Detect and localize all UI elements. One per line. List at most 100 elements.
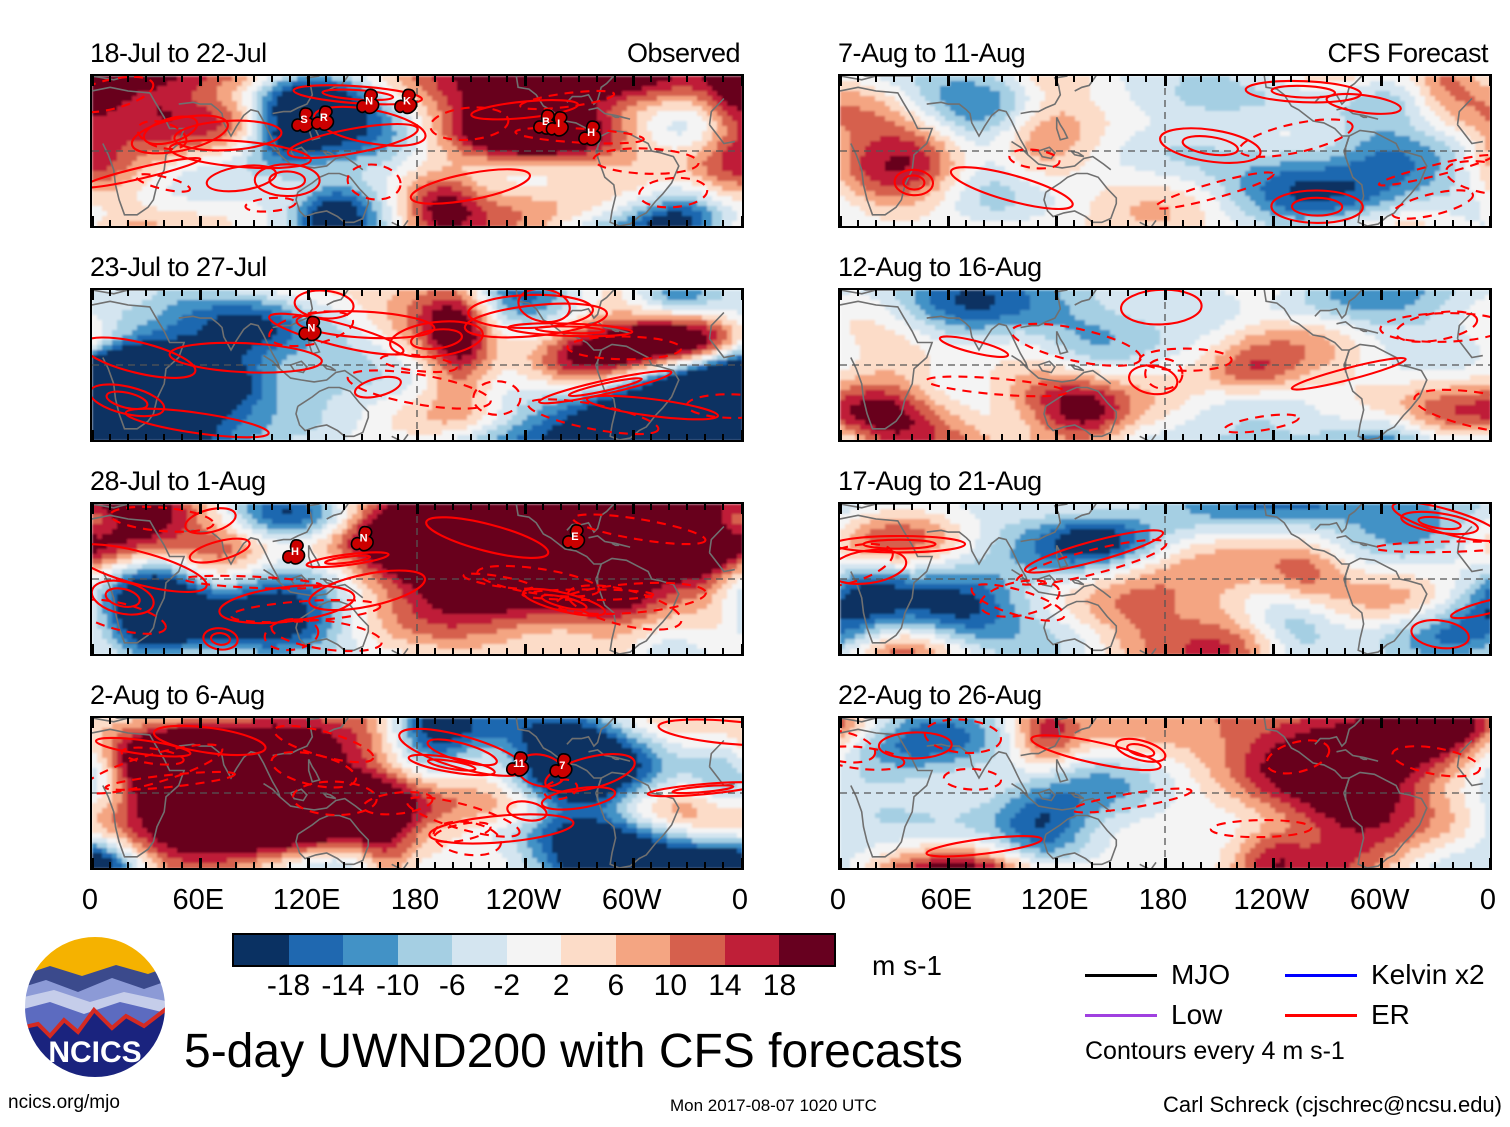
x-axis-tick	[1091, 220, 1094, 226]
x-axis-tick	[198, 718, 202, 728]
colorbar-labels: -18 -14 -10 -6 -2 2 6 10 14 18	[232, 967, 836, 1003]
x-axis-tick	[541, 290, 544, 296]
x-axis-tick	[451, 434, 454, 440]
x-axis-tick	[928, 434, 931, 440]
colorbar-segment	[670, 935, 725, 965]
er-contours	[925, 290, 1490, 436]
x-axis-tick	[271, 76, 274, 82]
x-axis-tick	[1235, 220, 1238, 226]
x-axis-tick	[234, 862, 237, 868]
y-axis-tick	[838, 735, 840, 738]
x-axis-tick	[451, 648, 454, 654]
colorbar-segment	[779, 935, 835, 965]
x-axis-tick	[451, 220, 454, 226]
map-field-canvas	[840, 718, 1490, 868]
er-contours	[92, 290, 742, 439]
x-axis-tick	[982, 76, 985, 82]
x-axis-tick	[1199, 220, 1202, 226]
x-axis-tick	[1362, 862, 1365, 868]
x-axis-tick	[840, 216, 842, 226]
x-axis-tick	[1109, 434, 1112, 440]
x-axis-tick	[1181, 504, 1184, 510]
x-axis-tick	[1127, 434, 1130, 440]
x-axis-tick	[1307, 862, 1310, 868]
x-axis-tick	[892, 290, 895, 296]
x-axis-tick	[686, 718, 689, 724]
footer-site-link[interactable]: ncics.org/mjo	[8, 1092, 120, 1114]
x-axis-tick	[946, 718, 950, 728]
y-axis-tick	[1490, 634, 1492, 637]
x-axis-tick	[856, 862, 859, 868]
map-plot-area: HNE30N030S	[90, 502, 744, 656]
x-axis-tick	[1073, 76, 1076, 82]
x-axis-tick	[325, 76, 328, 82]
x-axis-tick	[740, 718, 742, 728]
x-axis-tick	[1326, 862, 1328, 868]
y-axis-tick	[1490, 307, 1492, 310]
x-axis-tick	[1037, 504, 1040, 510]
x-axis-tick	[1109, 76, 1112, 82]
x-axis-tick	[92, 216, 94, 226]
x-axis-tick	[1109, 648, 1112, 654]
x-axis-tick	[740, 430, 742, 440]
colorbar-segment	[452, 935, 507, 965]
x-axis-tick	[1362, 76, 1365, 82]
x-axis-tick	[92, 718, 94, 728]
x-axis-tick	[614, 290, 617, 296]
x-axis-tick	[307, 430, 311, 440]
x-axis-tick	[840, 430, 842, 440]
x-axis-tick	[704, 718, 707, 724]
x-axis-tick	[108, 220, 111, 226]
x-axis-tick	[1217, 648, 1220, 654]
x-axis-tick	[856, 290, 859, 296]
colorbar-segment	[343, 935, 398, 965]
x-axis-tick	[1488, 504, 1490, 514]
y-axis-tick	[742, 150, 744, 153]
x-axis-label: 0	[82, 884, 98, 917]
x-axis-tick	[307, 858, 311, 868]
x-axis-tick	[397, 648, 400, 654]
x-axis-tick	[253, 504, 255, 510]
x-axis-tick	[307, 644, 311, 654]
x-axis-tick	[1055, 76, 1059, 86]
map-field-canvas	[92, 290, 742, 440]
x-axis-tick	[910, 76, 913, 82]
x-axis-tick	[451, 862, 454, 868]
x-axis-tick	[1271, 858, 1275, 868]
x-axis-tick	[361, 434, 364, 440]
x-axis-tick	[1199, 76, 1202, 82]
x-axis-label: 60E	[921, 884, 973, 917]
x-axis-tick	[234, 220, 237, 226]
x-axis-tick	[162, 862, 165, 868]
x-axis-tick	[1199, 290, 1202, 296]
x-axis-tick	[307, 216, 311, 226]
x-axis-tick	[1362, 434, 1365, 440]
x-axis-tick	[928, 76, 931, 82]
x-axis-tick	[740, 76, 742, 86]
y-axis-tick	[838, 307, 840, 310]
x-axis-tick	[415, 216, 419, 226]
x-axis-tick	[1434, 648, 1437, 654]
x-axis-tick	[433, 504, 436, 510]
x-axis-tick	[650, 220, 653, 226]
x-axis-tick	[686, 434, 689, 440]
x-axis-tick	[1326, 220, 1328, 226]
x-axis-tick	[1217, 220, 1220, 226]
x-axis-tick	[1037, 220, 1040, 226]
colorbar-segment	[561, 935, 616, 965]
x-axis-tick	[1380, 290, 1384, 300]
y-axis-tick	[838, 578, 840, 581]
low-line-swatch	[1085, 1013, 1157, 1017]
x-axis-tick	[379, 434, 382, 440]
y-axis-tick	[1490, 364, 1492, 367]
x-axis-tick	[397, 76, 400, 82]
x-axis-tick	[596, 434, 599, 440]
x-axis-tick	[523, 216, 527, 226]
x-axis-tick	[541, 648, 544, 654]
x-axis-tick	[1416, 76, 1419, 82]
x-axis-tick	[1199, 862, 1202, 868]
x-axis-tick	[1253, 504, 1256, 510]
er-contours	[92, 76, 709, 213]
map-field-canvas	[840, 504, 1490, 654]
x-axis-tick	[1145, 718, 1148, 724]
